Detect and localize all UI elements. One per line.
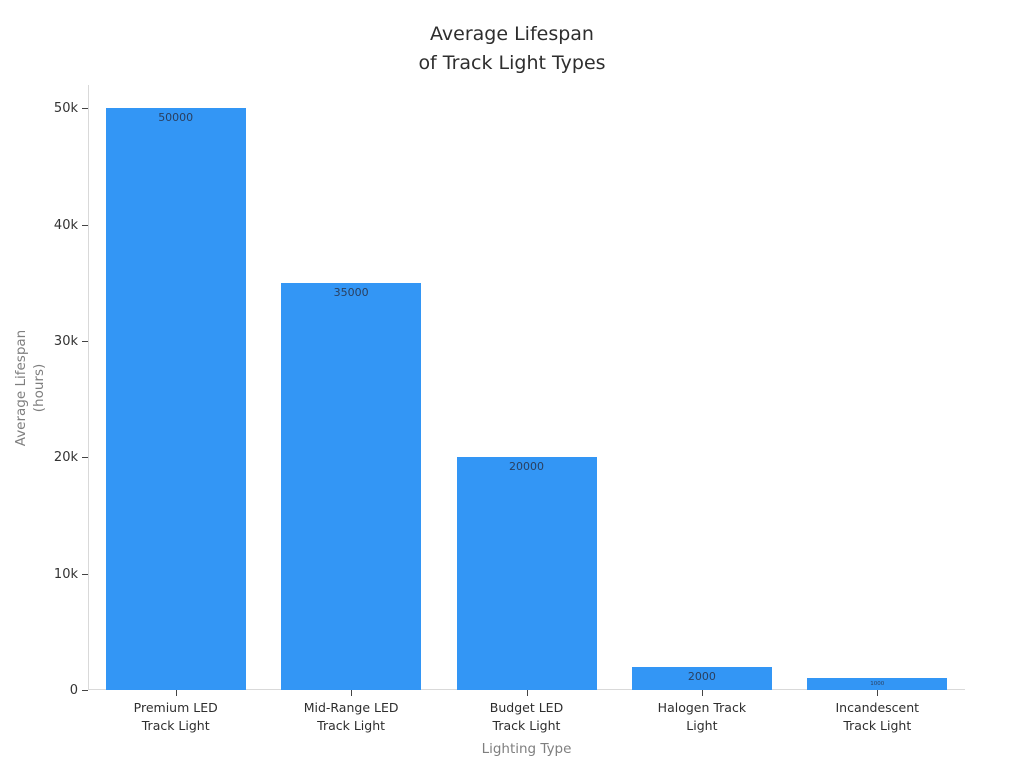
x-tick-label-2: Mid-Range LED Track Light xyxy=(263,699,438,735)
x-tick-label-line: Light xyxy=(686,718,718,733)
bar-value-label: 1000 xyxy=(870,681,885,688)
bar-value-label: 35000 xyxy=(333,285,369,299)
x-tick-label-line: Halogen Track xyxy=(657,700,747,715)
y-tick-mark xyxy=(82,340,88,342)
y-tick-label: 50k xyxy=(53,101,78,117)
bar-3: 20000 xyxy=(456,457,597,690)
x-tick-label-1: Premium LED Track Light xyxy=(88,699,263,735)
x-tick-mark xyxy=(877,690,879,696)
bar-5: 1000 xyxy=(807,678,948,690)
bar-4: 2000 xyxy=(631,666,772,690)
y-tick-label: 20k xyxy=(53,450,78,466)
chart-title: Average Lifespan of Track Light Types xyxy=(0,20,1024,78)
x-tick-label-line: Incandescent xyxy=(835,700,920,715)
bar-value-label: 20000 xyxy=(509,460,544,474)
x-tick-label-line: Track Light xyxy=(141,718,210,733)
plot-area: 50000 35000 20000 2000 1000 xyxy=(88,85,965,690)
bar-value-label: 50000 xyxy=(158,111,194,125)
y-axis-line xyxy=(88,85,89,690)
y-tick-label: 30k xyxy=(53,333,78,349)
chart-title-line-2: of Track Light Types xyxy=(418,52,606,74)
chart-title-line-1: Average Lifespan xyxy=(430,23,594,45)
x-tick-label-5: Incandescent Track Light xyxy=(790,699,965,735)
y-tick-label: 10k xyxy=(53,566,78,582)
y-tick-mark xyxy=(82,224,88,226)
x-tick-label-line: Budget LED xyxy=(489,700,564,715)
x-tick-label-3: Budget LED Track Light xyxy=(439,699,614,735)
x-tick-label-line: Track Light xyxy=(843,718,912,733)
x-axis-title: Lighting Type xyxy=(481,741,572,757)
x-tick-mark xyxy=(351,690,353,696)
y-tick-mark xyxy=(82,690,88,691)
y-tick-label: 0 xyxy=(69,683,78,698)
x-tick-mark xyxy=(701,690,703,696)
x-tick-mark xyxy=(526,690,528,696)
y-tick-mark xyxy=(82,573,88,575)
x-tick-label-4: Halogen Track Light xyxy=(614,699,789,735)
x-tick-label-line: Track Light xyxy=(492,718,561,733)
y-tick-mark xyxy=(82,108,88,110)
bar-1: 50000 xyxy=(105,108,246,690)
y-tick-label: 40k xyxy=(53,217,78,233)
x-tick-label-line: Mid-Range LED xyxy=(303,700,399,715)
x-tick-label-line: Track Light xyxy=(317,718,386,733)
x-tick-mark xyxy=(175,690,177,696)
bar-2: 35000 xyxy=(281,282,422,690)
y-tick-mark xyxy=(82,457,88,459)
bar-value-label: 2000 xyxy=(687,669,716,683)
x-tick-label-line: Premium LED xyxy=(133,700,218,715)
